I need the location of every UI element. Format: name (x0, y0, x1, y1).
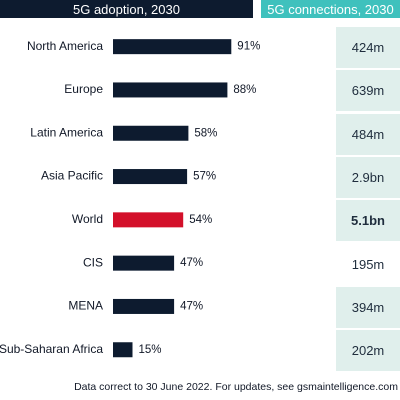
adoption-bar-chart: North America 91% Europe 88% Latin America 58… (0, 39, 260, 358)
value-label-north-america: 91% (237, 41, 260, 53)
category-label-north-america: North America (27, 39, 103, 53)
bar-sub-saharan-africa (113, 342, 133, 358)
footnote: Data correct to 30 June 2022. For update… (74, 381, 398, 393)
category-label-asia-pacific: Asia Pacific (41, 169, 103, 183)
connections-header-label: 5G connections, 2030 (267, 1, 394, 17)
connections-column: 424m 639m 484m 2.9bn 5.1bn 195m 394m 202m (336, 26, 400, 372)
category-label-mena: MENA (68, 299, 103, 313)
value-label-sub-saharan-africa: 15% (139, 344, 162, 356)
bar-north-america (113, 39, 232, 55)
category-label-world: World (72, 212, 103, 226)
adoption-header-label: 5G adoption, 2030 (73, 1, 180, 17)
category-label-europe: Europe (64, 82, 103, 96)
connections-cell: 5.1bn (336, 200, 400, 242)
value-label-world: 54% (189, 214, 212, 226)
connections-cell: 202m (336, 330, 400, 372)
bar-world (113, 212, 184, 228)
connections-cell: 195m (336, 243, 400, 285)
bar-europe (113, 82, 228, 98)
connections-cell: 424m (336, 27, 400, 68)
value-label-europe: 88% (233, 84, 256, 96)
value-label-cis: 47% (180, 257, 203, 269)
connections-cell: 484m (336, 113, 400, 155)
category-label-sub-saharan-africa: Sub-Saharan Africa (0, 342, 103, 356)
connections-cell: 394m (336, 286, 400, 328)
value-label-mena: 47% (180, 300, 203, 312)
connections-header: 5G connections, 2030 (261, 0, 400, 18)
connections-cell: 2.9bn (336, 156, 400, 198)
adoption-header: 5G adoption, 2030 (0, 0, 253, 18)
value-label-asia-pacific: 57% (193, 171, 216, 183)
category-label-latin-america: Latin America (30, 125, 103, 139)
category-label-cis: CIS (83, 255, 103, 269)
bar-cis (113, 255, 175, 271)
bar-latin-america (113, 125, 189, 141)
connections-cell: 639m (336, 70, 400, 112)
value-label-latin-america: 58% (194, 127, 217, 139)
bar-asia-pacific (113, 169, 188, 185)
bar-mena (113, 298, 175, 314)
